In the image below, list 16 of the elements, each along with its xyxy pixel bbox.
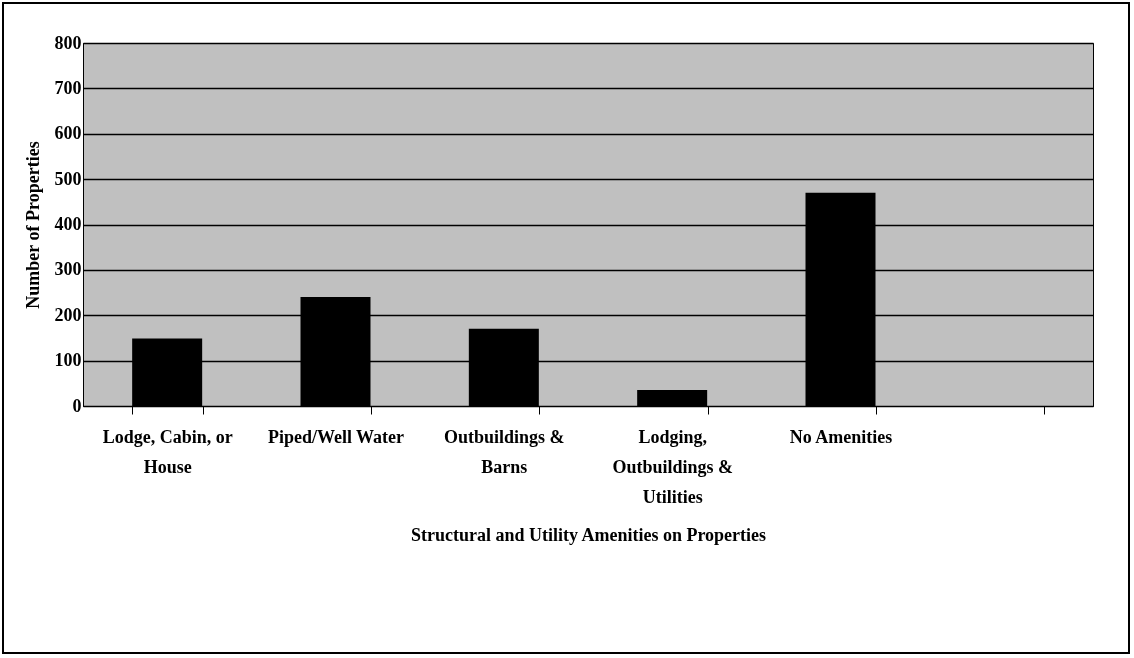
x-tick-label: Lodging, Outbuildings & Utilities — [612, 426, 733, 507]
x-axis-title: Structural and Utility Amenities on Properties — [410, 524, 767, 545]
y-tick-label: 200 — [54, 304, 82, 325]
x-tick-label: Lodge, Cabin, or House — [102, 426, 233, 477]
y-tick-label: 300 — [54, 259, 82, 280]
x-tick-label: Piped/Well Water — [267, 426, 405, 447]
y-tick-label: 700 — [54, 77, 82, 98]
x-tick-label: No Amenities — [789, 426, 893, 447]
y-tick-label: 500 — [54, 168, 82, 189]
y-tick-label: 400 — [54, 214, 82, 234]
x-tick-label: Outbuildings & Barns — [444, 426, 565, 477]
y-axis-title: Number of Properties — [22, 141, 43, 309]
y-tick-label: 0 — [72, 395, 82, 416]
y-tick-label: 600 — [54, 123, 82, 144]
y-tick-label: 800 — [54, 32, 82, 53]
y-tick-label: 100 — [54, 350, 82, 371]
